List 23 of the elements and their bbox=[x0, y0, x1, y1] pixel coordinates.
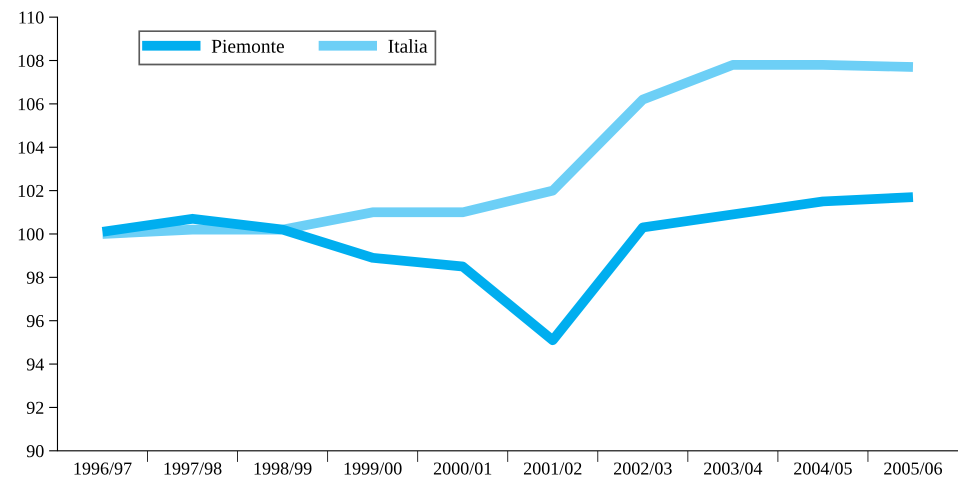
x-tick-label: 2005/06 bbox=[884, 462, 942, 475]
x-tick-label: 2000/01 bbox=[434, 462, 492, 475]
x-tick-label: 2002/03 bbox=[614, 462, 672, 475]
legend-label: Piemonte bbox=[212, 40, 284, 53]
x-tick-label: 2001/02 bbox=[524, 462, 582, 475]
y-tick-label: 106 bbox=[18, 98, 44, 110]
y-tick-label: 94 bbox=[26, 358, 44, 371]
y-tick-label: 92 bbox=[26, 402, 44, 414]
y-tick-label: 98 bbox=[26, 272, 44, 284]
x-tick-label: 1999/00 bbox=[344, 462, 402, 475]
x-tick-label: 1997/98 bbox=[164, 462, 222, 475]
y-tick-label: 102 bbox=[18, 184, 44, 198]
y-tick-label: 104 bbox=[18, 142, 44, 154]
y-tick-label: 110 bbox=[19, 11, 44, 24]
x-tick-label: 2004/05 bbox=[794, 462, 852, 475]
x-tick-label: 2003/04 bbox=[704, 462, 762, 475]
x-tick-label: 1996/97 bbox=[74, 462, 132, 475]
y-tick-label: 90 bbox=[26, 445, 44, 458]
x-tick-label: 1998/99 bbox=[254, 462, 312, 475]
y-tick-label: 108 bbox=[18, 54, 44, 67]
y-tick-label: 100 bbox=[18, 228, 44, 240]
y-tick-label: 96 bbox=[26, 315, 44, 328]
legend-label: Italia bbox=[388, 39, 428, 53]
